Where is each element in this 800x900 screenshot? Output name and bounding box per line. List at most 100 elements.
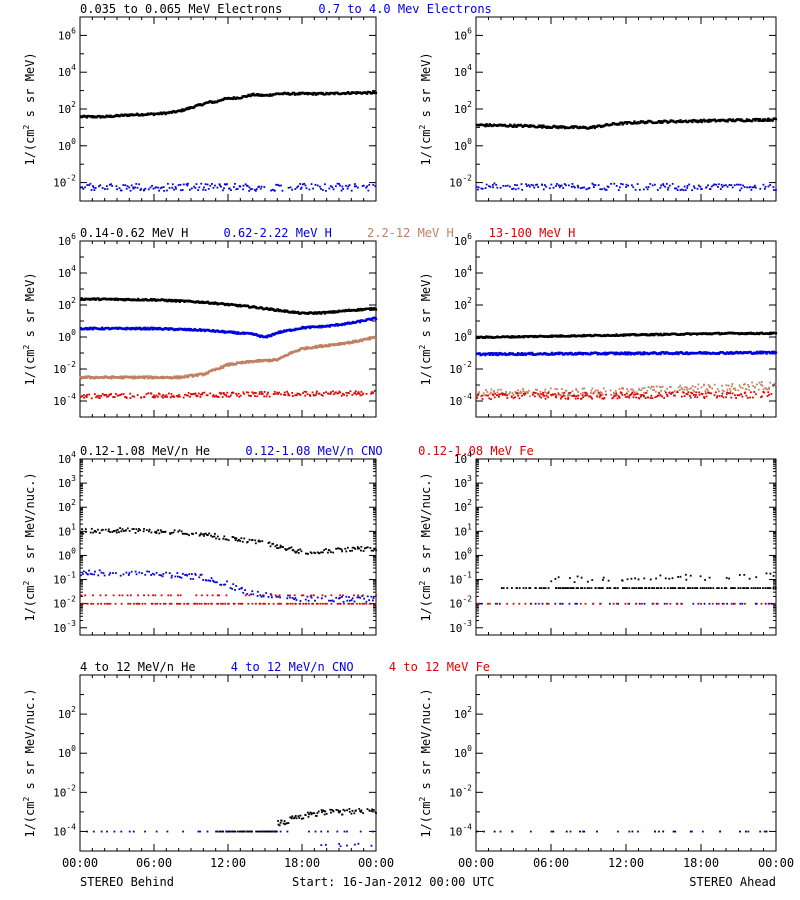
data-point	[122, 573, 125, 576]
data-point	[306, 595, 309, 598]
data-point	[91, 328, 95, 331]
data-point	[767, 602, 770, 605]
data-point	[175, 394, 178, 397]
data-point	[525, 183, 528, 186]
data-point	[527, 389, 530, 392]
series-header-ions-1: 0.12-1.08 MeV/n CNO	[245, 444, 382, 458]
data-point	[164, 530, 167, 533]
data-point	[263, 186, 266, 188]
data-point	[711, 387, 714, 390]
data-point	[313, 394, 315, 397]
data-point	[589, 353, 592, 356]
data-point	[336, 310, 340, 314]
data-point	[710, 587, 712, 589]
data-point	[233, 537, 236, 540]
y-tick-label: 10-2	[449, 360, 472, 376]
data-point	[621, 579, 624, 582]
data-point	[630, 577, 633, 580]
data-point	[569, 587, 572, 589]
data-point	[120, 830, 123, 833]
data-point	[165, 571, 168, 574]
data-point	[232, 602, 235, 605]
data-point	[506, 394, 508, 397]
data-point	[647, 186, 650, 188]
data-point	[349, 599, 351, 602]
data-point	[663, 602, 666, 605]
data-point	[484, 353, 487, 357]
data-point	[223, 330, 226, 333]
data-point	[501, 391, 503, 394]
data-point	[91, 185, 94, 187]
data-point	[162, 396, 164, 399]
data-point	[722, 602, 725, 605]
data-point	[755, 383, 758, 386]
data-point	[219, 184, 222, 187]
data-point	[671, 182, 674, 185]
data-point	[734, 394, 736, 397]
data-point	[502, 587, 505, 589]
data-point	[189, 188, 191, 191]
series-header-electrons-0: 0.035 to 0.065 MeV Electrons	[80, 2, 282, 16]
data-point	[484, 187, 487, 189]
data-point	[615, 393, 618, 396]
data-point	[368, 809, 371, 812]
data-point	[244, 594, 247, 597]
data-point	[624, 353, 628, 356]
data-point	[657, 119, 661, 123]
data-point	[325, 602, 328, 605]
data-point	[716, 587, 718, 589]
data-point	[327, 343, 330, 346]
data-point	[659, 352, 662, 356]
data-point	[254, 602, 257, 605]
data-point	[266, 393, 269, 396]
data-point	[499, 388, 502, 391]
data-point	[237, 602, 240, 605]
data-point	[540, 393, 542, 396]
data-point	[550, 393, 553, 396]
data-point	[675, 602, 678, 605]
data-point	[635, 396, 638, 399]
data-point	[207, 602, 210, 605]
data-point	[337, 809, 339, 812]
data-point	[498, 393, 501, 396]
data-point	[643, 387, 646, 389]
data-point	[200, 372, 204, 375]
data-point	[651, 184, 654, 187]
data-point	[764, 587, 767, 589]
data-point	[227, 539, 230, 542]
data-point	[514, 188, 517, 191]
data-point	[321, 811, 323, 814]
data-point	[348, 596, 350, 599]
data-point	[361, 185, 364, 187]
data-point	[129, 189, 132, 192]
data-point	[342, 188, 344, 190]
data-point	[728, 184, 731, 186]
data-point	[145, 529, 148, 532]
data-point	[274, 392, 277, 395]
data-point	[577, 397, 579, 400]
data-point	[241, 540, 244, 543]
data-point	[625, 587, 628, 589]
data-point	[179, 594, 182, 597]
data-point	[180, 576, 183, 579]
data-point	[332, 390, 334, 393]
data-point	[324, 843, 327, 846]
data-point	[162, 394, 165, 396]
data-point	[305, 602, 308, 605]
data-point	[166, 189, 168, 192]
data-point	[189, 577, 192, 580]
data-point	[645, 392, 648, 394]
data-point	[306, 552, 308, 555]
data-point	[98, 397, 101, 399]
y-tick-label: 102	[58, 705, 76, 721]
data-point	[685, 351, 689, 354]
data-point	[94, 187, 97, 189]
data-point	[343, 602, 345, 605]
data-point	[539, 390, 542, 393]
data-point	[374, 602, 377, 605]
data-point	[359, 830, 362, 833]
x-tick-label: 12:00	[210, 856, 246, 870]
data-point	[158, 393, 161, 396]
data-point	[225, 395, 228, 398]
